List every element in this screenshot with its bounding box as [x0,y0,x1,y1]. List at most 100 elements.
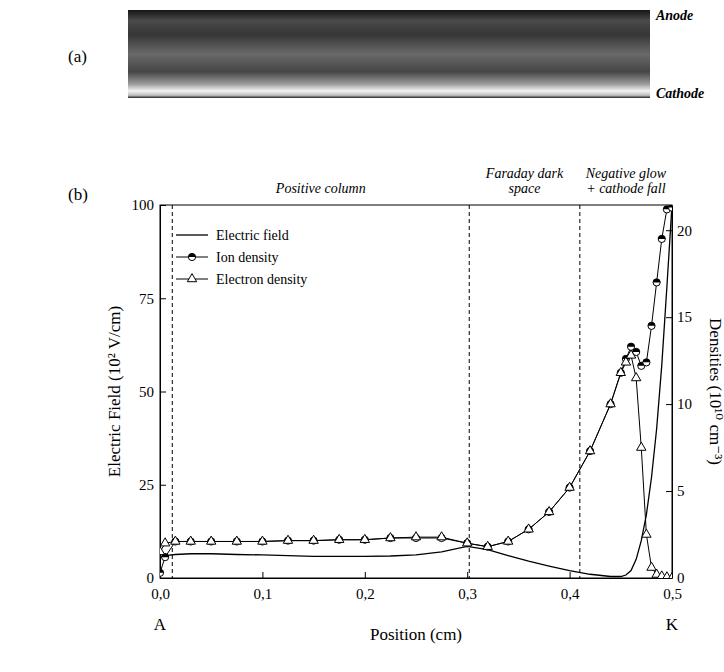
y-tick-mark [160,485,166,486]
y2-axis: 0 5 10 15 20 [666,206,692,587]
marker-body [186,536,195,544]
region-label: Faraday darkspace [485,166,564,196]
marker-body [642,529,651,537]
marker-body [631,373,640,381]
y-tick: 75 [139,291,166,307]
y2-tick-label: 0 [677,570,685,586]
data-point [411,532,420,540]
data-point [565,482,574,490]
marker-body [667,573,672,578]
y-tick-label: 75 [139,291,154,307]
data-point [643,359,650,366]
series-line [160,205,672,577]
y-tick-label: 100 [132,197,155,213]
legend: Electric field Ion density Electron densit… [176,228,307,287]
data-point [631,373,640,381]
x-tick-label: 0,5 [663,586,682,602]
electrode-label: Cathode [656,86,704,101]
marker-fill [627,343,634,347]
x-tick-label: 0,1 [254,586,273,602]
y-tick-mark [160,298,166,299]
marker-fill [643,359,650,363]
marker-body [643,359,650,366]
y-axis-title: Electric Field (10² V/cm) [105,306,124,477]
y2-tick-label: 20 [677,223,692,239]
marker-body [647,562,656,570]
data-point [668,205,672,211]
y2-tick: 5 [666,483,685,499]
region-boundary [172,205,173,578]
data-point [647,562,656,570]
marker-body [258,536,267,544]
x-tick: 0,3 [458,572,477,602]
data-point [360,534,369,542]
marker-body [207,536,216,544]
marker-fill [633,348,640,352]
legend-line [176,234,208,235]
marker-body [524,524,533,532]
data-point [637,442,646,450]
marker-body [483,541,492,549]
data-point [503,536,512,544]
y-tick-mark [160,578,166,579]
electrode-label: Anode [655,8,693,23]
marker-body [658,235,665,242]
marker-body [171,536,180,544]
data-point [667,573,672,578]
plot-frame [160,205,672,578]
data-point [585,446,594,454]
marker-body [160,547,165,555]
series-line [160,208,672,573]
data-point [483,541,492,549]
region-boundary [469,205,470,578]
x-tick-mark [467,572,468,578]
marker-fill [658,235,665,239]
marker-body [653,279,660,286]
legend-label: Electric field [216,228,289,243]
marker-body [606,399,615,407]
region-label: Negative glow+ cathode fall [585,166,667,196]
data-point [653,279,660,286]
marker-body [626,350,635,358]
data-point [658,235,665,242]
marker-body [585,446,594,454]
y2-axis-line [672,206,673,579]
data-point [160,569,164,576]
legend-item: Electron density [176,272,307,287]
data-point [207,536,216,544]
x-tick: 0,1 [254,572,273,602]
data-point [437,532,446,540]
y2-tick-mark [666,317,672,318]
legend-label: Ion density [216,250,279,265]
y2-tick: 0 [666,570,685,586]
marker-body [411,532,420,540]
y-tick: 50 [139,384,166,400]
marker-body [360,534,369,542]
marker-fill [188,253,195,257]
marker-fill [160,569,164,573]
panel-letter: (a) [68,47,87,66]
marker-body [616,367,625,375]
data-point [283,535,292,543]
data-point [171,536,180,544]
data-point [463,538,472,546]
y2-tick: 15 [666,309,692,325]
y-tick-mark [160,205,166,206]
data-point [544,507,553,515]
marker-body [668,205,672,211]
marker-body [160,538,169,546]
data-point [232,536,241,544]
series-line [160,355,672,578]
discharge-image [128,10,650,98]
y2-tick-label: 10 [677,396,692,412]
y2-tick-mark [666,578,672,579]
electrode-annotation: A [154,615,167,634]
y2-tick-mark [666,230,672,231]
panel-letter: (b) [68,185,88,204]
marker-body [187,274,196,282]
marker-body [463,538,472,546]
data-point [186,536,195,544]
marker-body [503,536,512,544]
marker-body [232,536,241,544]
x-axis-line [161,578,673,579]
